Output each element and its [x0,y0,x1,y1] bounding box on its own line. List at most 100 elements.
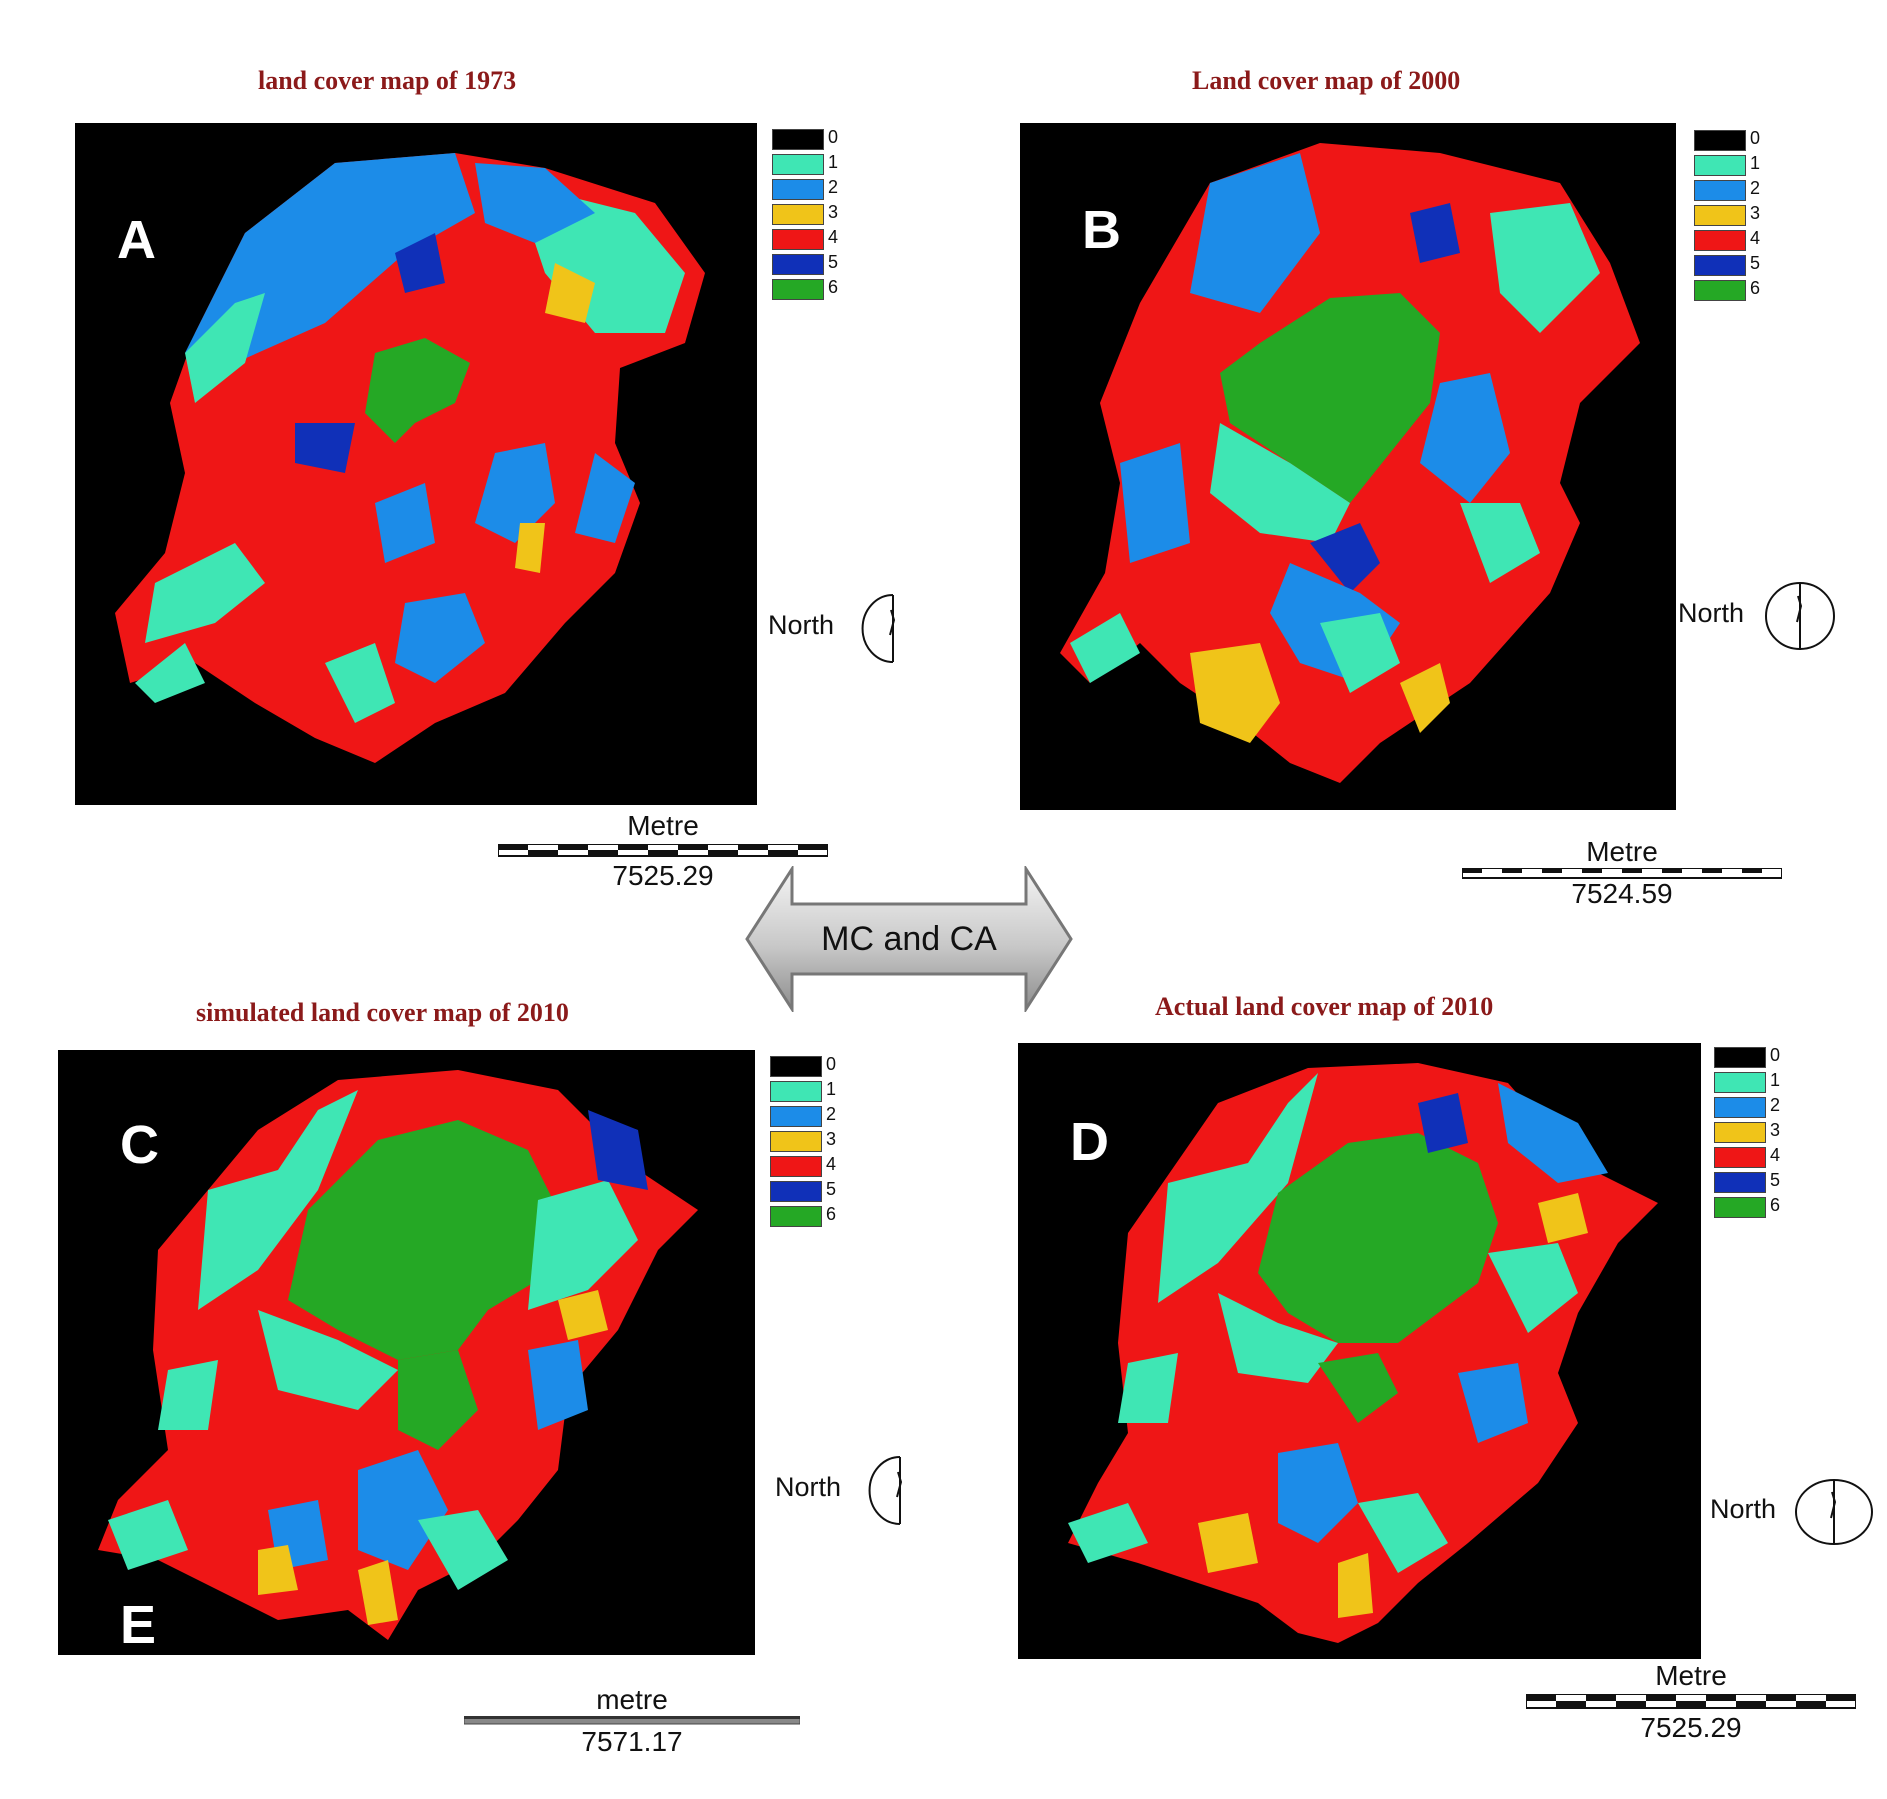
land-cover-class-1 [1488,1243,1578,1333]
land-cover-class-1 [135,643,205,703]
land-cover-class-2 [1278,1443,1358,1543]
land-cover-class-2 [475,163,595,243]
legend-label: 1 [828,152,839,172]
land-cover-class-3 [1190,643,1280,743]
scale-bar-graphic [498,844,828,857]
legend-swatch [1714,1172,1766,1193]
scale-value: 7524.59 [1571,878,1673,909]
land-cover-class-1 [418,1510,508,1590]
compass-icon [861,594,896,663]
land-cover-class-5 [1410,203,1460,263]
legend-swatch [1694,155,1746,176]
legend-swatch [770,1156,822,1177]
legend-label: 4 [1770,1145,1781,1165]
panel-d-letter: D [1070,1112,1109,1172]
legend-label: 6 [828,277,839,297]
legend-swatch [772,279,824,300]
land-cover-class-5 [295,423,355,473]
panel-d-land-cover [1068,1063,1658,1643]
legend-swatch [1714,1147,1766,1168]
land-cover-class-1 [1358,1493,1448,1573]
land-cover-class-6 [398,1350,478,1450]
land-cover-class-3 [558,1290,608,1340]
land-cover-class-1 [1490,203,1600,333]
land-cover-class-6 [365,338,470,443]
scale-value: 7525.29 [1640,1712,1742,1743]
land-cover-class-3 [358,1560,398,1625]
legend-label: 3 [1770,1120,1781,1140]
scale-title: Metre [627,810,699,841]
legend-label: 4 [1750,228,1761,248]
land-cover-class-2 [575,453,635,543]
legend-swatch [772,179,824,200]
panel-c-map: C E [58,1050,755,1655]
north-label: North [1678,598,1745,628]
legend-label: 2 [1770,1095,1781,1115]
land-cover-class-6 [1258,1133,1498,1343]
land-cover-class-1 [1118,1353,1178,1423]
land-cover-class-5 [588,1110,648,1190]
land-cover-class-2 [1458,1363,1528,1443]
land-cover-class-5 [1418,1093,1468,1153]
panel-b-title: Land cover map of 2000 [1192,66,1461,95]
land-cover-class-3 [1198,1513,1258,1573]
legend-label: 3 [1750,203,1761,223]
legend-label: 0 [826,1054,837,1074]
scale-title: metre [596,1684,668,1715]
legend-swatch [770,1056,822,1077]
north-label: North [775,1472,842,1502]
legend-swatch [770,1106,822,1127]
legend-swatch [770,1081,822,1102]
land-cover-class-2 [375,483,435,563]
legend-swatch [1694,130,1746,151]
legend-swatch [772,254,824,275]
land-cover-class-3 [1538,1193,1588,1243]
legend-swatch [1714,1047,1766,1068]
panel-a-land-cover [115,153,705,763]
land-cover-class-2 [528,1340,588,1430]
land-cover-class-6 [1220,293,1440,503]
scale-value: 7571.17 [581,1726,683,1757]
panel-b-scale-bar: Metre 7524.59 [1462,836,1782,916]
panel-a-letter: A [117,210,156,270]
panel-a-map: A [75,123,757,805]
panel-d-map: D [1018,1043,1701,1659]
scale-title: Metre [1655,1660,1727,1691]
scale-title: Metre [1586,836,1658,867]
land-cover-class-3 [1338,1553,1373,1618]
legend-swatch [1714,1197,1766,1218]
legend-label: 5 [1770,1170,1781,1190]
legend-label: 1 [826,1079,837,1099]
legend-label: 6 [826,1204,837,1224]
panel-b-land-cover [1060,143,1640,783]
north-label: North [768,610,835,640]
land-cover-class-1 [158,1360,218,1430]
panel-d-scale-bar: Metre 7525.29 [1526,1660,1856,1743]
land-cover-class-2 [358,1450,448,1570]
legend-label: 5 [1750,253,1761,273]
panel-c-letter: C [120,1115,159,1175]
land-cover-class-1 [1320,613,1400,693]
land-cover-class-3 [258,1545,298,1595]
panel-a-scale-bar: Metre 7525.29 [498,810,828,891]
legend-label: 5 [826,1179,837,1199]
panel-d-title: Actual land cover map of 2010 [1155,992,1494,1021]
land-cover-class-2 [395,593,485,683]
land-cover-class-3 [515,523,545,573]
legend-swatch [770,1206,822,1227]
land-cover-class-3 [545,263,595,323]
scale-bar-graphic [464,1716,800,1725]
panel-c-letter-extra: E [120,1595,157,1655]
legend-label: 6 [1750,278,1761,298]
land-cover-class-5 [1310,523,1380,593]
double-arrow-icon [745,866,1073,1012]
land-cover-class-1 [145,543,265,643]
land-cover-class-2 [1498,1083,1608,1183]
panel-c-scale-bar: metre 7571.17 [464,1684,800,1764]
compass-icon [1795,1479,1873,1545]
legend-label: 5 [828,252,839,272]
legend-label: 4 [828,227,839,247]
panel-c-title: simulated land cover map of 2010 [196,998,569,1027]
legend-swatch [772,154,824,175]
north-label: North [1710,1494,1777,1524]
